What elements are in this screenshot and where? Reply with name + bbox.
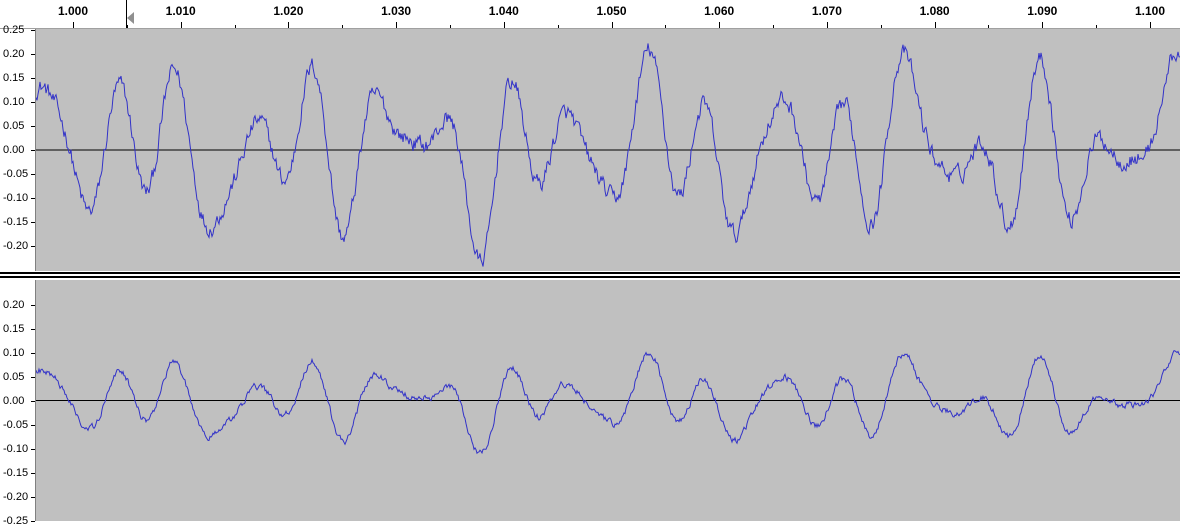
ruler-minor-tick (342, 25, 344, 28)
ruler-major-tick (826, 22, 828, 28)
scale-label: -0.20 (3, 240, 29, 252)
ruler-major-tick (73, 22, 74, 28)
scale-label: -0.05 (3, 168, 29, 180)
scale-label: 0.20 (3, 48, 25, 60)
waveform-track-1[interactable] (35, 29, 1180, 271)
scale-tick (31, 424, 35, 426)
ruler-minor-tick (234, 25, 236, 28)
vertical-scale-track-2[interactable]: 0.20 0.15 0.10 0.05 0.00 -0.05 -0.10 -0.15 -0.20… (0, 280, 36, 527)
playhead-marker[interactable] (126, 0, 127, 28)
ruler-label: 1.060 (704, 4, 735, 18)
ruler-major-tick (288, 22, 290, 28)
scale-label: 0.00 (3, 144, 25, 156)
ruler-minor-tick (126, 25, 128, 28)
scale-tick (31, 448, 35, 450)
scale-tick (31, 304, 35, 306)
scale-tick (31, 352, 35, 354)
scale-label: -0.05 (3, 418, 29, 431)
waveform-svg-track-1 (35, 43, 1180, 267)
scale-label: 0.25 (3, 24, 25, 36)
scale-tick (31, 246, 35, 247)
timeline-ruler[interactable]: 1.000 1.010 1.020 1.030 1.040 1.050 1.060 1.070… (0, 0, 1180, 29)
vertical-scale-track-1[interactable]: 0.25 0.20 0.15 0.10 0.05 0.00 -0.05 -0.10 -0.15 -… (0, 24, 36, 271)
track-separator-lower[interactable] (0, 276, 1180, 278)
ruler-major-tick (934, 22, 936, 28)
scale-tick (31, 174, 35, 175)
ruler-label: 1.040 (488, 4, 519, 18)
scale-tick (31, 496, 35, 498)
scale-label: 0.10 (3, 96, 25, 108)
ruler-major-tick (180, 22, 182, 28)
scale-tick (31, 126, 35, 127)
scale-label: 0.15 (3, 72, 25, 84)
scale-label: 0.15 (3, 322, 25, 335)
scale-tick (31, 102, 35, 103)
ruler-minor-tick (1096, 25, 1098, 28)
ruler-label: 1.080 (919, 4, 950, 18)
scale-label: 0.05 (3, 120, 25, 132)
ruler-major-tick (611, 22, 613, 28)
scale-label: -0.20 (3, 490, 29, 503)
scale-tick (31, 222, 35, 223)
ruler-label: 1.000 (57, 4, 89, 18)
scale-label: 0.00 (3, 394, 25, 407)
waveform-svg-track-2 (35, 349, 1180, 455)
scale-tick (31, 376, 35, 378)
ruler-label: 1.020 (273, 4, 304, 18)
scale-label: -0.10 (3, 442, 29, 455)
scale-label: 0.10 (3, 346, 25, 359)
ruler-major-tick (1150, 22, 1151, 28)
scale-label: -0.15 (3, 216, 29, 228)
playhead-arrow-icon[interactable] (127, 12, 134, 24)
scale-tick (31, 30, 35, 31)
scale-tick (31, 472, 35, 474)
ruler-label: 1.030 (381, 4, 412, 18)
ruler-label: 1.010 (165, 4, 196, 18)
ruler-label: 1.070 (811, 4, 842, 18)
scale-tick (31, 198, 35, 199)
scale-tick (31, 150, 35, 151)
ruler-minor-tick (880, 25, 882, 28)
scale-tick (31, 328, 35, 330)
ruler-major-tick (1042, 22, 1044, 28)
ruler-minor-tick (557, 25, 559, 28)
ruler-major-tick (396, 22, 398, 28)
waveform-line (35, 43, 1180, 267)
ruler-minor-tick (988, 25, 990, 28)
track-separator[interactable] (0, 272, 1180, 274)
ruler-minor-tick (665, 25, 667, 28)
scale-label: -0.10 (3, 192, 29, 204)
ruler-major-tick (719, 22, 721, 28)
ruler-minor-tick (449, 25, 451, 28)
ruler-minor-tick (773, 25, 775, 28)
scale-tick (31, 54, 35, 55)
ruler-label: 1.050 (596, 4, 627, 18)
scale-tick (31, 78, 35, 79)
ruler-label: 1.090 (1027, 4, 1058, 18)
scale-tick (31, 400, 35, 402)
waveform-track-2[interactable] (35, 280, 1180, 521)
scale-label: -0.15 (3, 466, 29, 479)
scale-label: 0.20 (3, 298, 25, 311)
scale-label: 0.05 (3, 370, 25, 383)
ruler-major-tick (503, 22, 505, 28)
waveform-line (35, 349, 1180, 455)
ruler-label: 1.100 (1134, 4, 1166, 18)
